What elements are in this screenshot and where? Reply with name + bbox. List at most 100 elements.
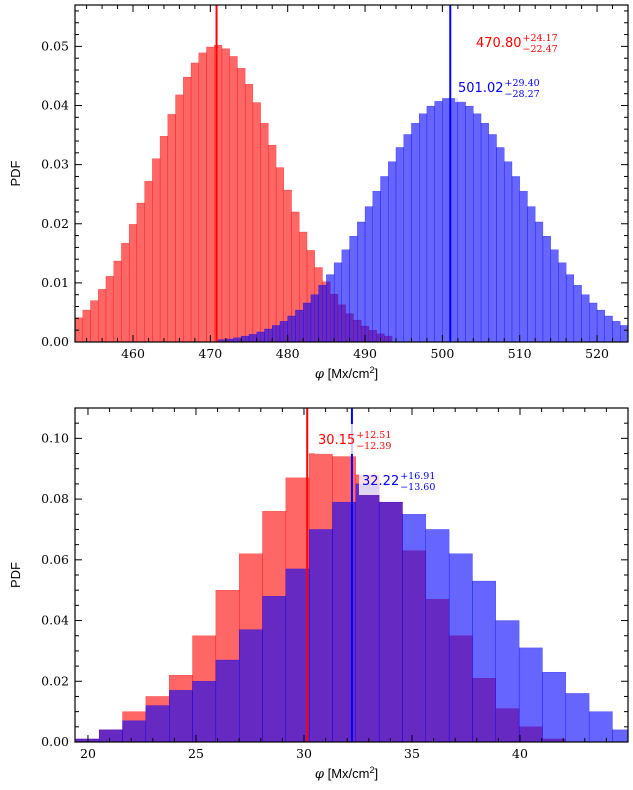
histogram-bar bbox=[302, 302, 312, 342]
histogram-bar bbox=[215, 659, 240, 742]
histogram-bar bbox=[411, 123, 420, 342]
x-axis-label: φ [Mx/cm2] bbox=[315, 765, 378, 782]
histogram-bar bbox=[287, 315, 296, 342]
histogram-bar bbox=[573, 285, 582, 342]
x-tick-label: 460 bbox=[121, 346, 145, 361]
upper-error-label: +24.17 bbox=[523, 33, 558, 44]
histogram-bar bbox=[192, 681, 217, 742]
histogram-bar bbox=[326, 274, 335, 342]
histogram-bar bbox=[229, 56, 238, 342]
histogram-bar bbox=[272, 325, 281, 342]
x-tick-label: 25 bbox=[188, 746, 204, 761]
histogram-bar bbox=[542, 235, 551, 342]
histogram-bar bbox=[518, 647, 543, 742]
y-tick-label: 0.02 bbox=[41, 216, 69, 231]
histogram-bar bbox=[333, 262, 343, 342]
y-tick-label: 0.08 bbox=[41, 491, 69, 506]
histogram-bar bbox=[357, 221, 366, 342]
y-tick-label: 0.03 bbox=[41, 157, 69, 172]
histogram-bar bbox=[480, 123, 489, 342]
histogram-bar bbox=[565, 274, 575, 342]
histogram-bar bbox=[364, 206, 373, 342]
histogram-bar bbox=[558, 262, 567, 342]
histogram-bar bbox=[473, 113, 482, 342]
histogram-bar bbox=[295, 309, 304, 342]
x-axis: 20 25 30 35 40 bbox=[80, 408, 629, 761]
histogram-bar bbox=[152, 158, 161, 342]
lower-error-label: −28.27 bbox=[505, 89, 540, 100]
x-tick-label: 20 bbox=[80, 746, 96, 761]
histogram-bar bbox=[388, 161, 397, 342]
histogram-bar bbox=[588, 711, 613, 742]
lower-error-label: −22.47 bbox=[523, 44, 558, 55]
histogram-bar bbox=[612, 729, 628, 742]
histogram-bar bbox=[159, 136, 168, 342]
y-axis-label: PDF bbox=[8, 562, 23, 588]
histogram-bar bbox=[604, 315, 613, 342]
histogram-bar bbox=[318, 285, 327, 342]
histogram-bar bbox=[237, 68, 246, 342]
annotation-background bbox=[455, 72, 553, 102]
median-annotation: 30.15 bbox=[318, 433, 355, 448]
histogram-bar bbox=[144, 181, 153, 342]
upper-error-label: +16.91 bbox=[400, 471, 435, 482]
lower-error-label: −13.60 bbox=[400, 482, 435, 493]
histogram-bar bbox=[175, 94, 184, 342]
histogram-bar bbox=[527, 206, 536, 342]
histogram-bar bbox=[581, 294, 590, 342]
histogram-bar bbox=[252, 102, 261, 342]
histogram-bar bbox=[535, 221, 544, 342]
histogram-bar bbox=[264, 328, 273, 342]
histogram-bar bbox=[256, 331, 265, 342]
histogram-bar bbox=[214, 45, 223, 342]
histogram-bar bbox=[565, 693, 590, 742]
x-tick-label: 520 bbox=[585, 346, 609, 361]
histogram-bar bbox=[268, 144, 277, 342]
histogram-bar bbox=[122, 720, 147, 742]
histogram-bar bbox=[341, 249, 350, 342]
histogram-bar bbox=[418, 113, 428, 342]
histogram-bar bbox=[238, 629, 263, 742]
histogram-bar bbox=[206, 46, 215, 342]
histogram-bar bbox=[457, 101, 466, 342]
histogram-panel-2: 30.15 +12.51−12.39 32.22 +16.91−13.60 20 25 30… bbox=[8, 407, 629, 782]
histogram-bar bbox=[241, 335, 250, 342]
histogram-bar bbox=[402, 514, 426, 742]
histogram-bar bbox=[355, 483, 380, 742]
y-tick-label: 0.05 bbox=[41, 38, 69, 53]
histogram-bar bbox=[596, 309, 605, 342]
histogram-bar bbox=[449, 98, 459, 342]
histogram-bar bbox=[448, 553, 473, 742]
y-tick-label: 0.01 bbox=[41, 275, 69, 290]
histogram-bar bbox=[190, 62, 199, 342]
y-axis: 0.00 0.02 0.04 0.06 0.08 0.10 bbox=[41, 407, 628, 749]
histogram-bar bbox=[589, 302, 598, 342]
histogram-bar bbox=[542, 671, 566, 742]
histogram-bar bbox=[105, 276, 114, 342]
y-axis: 0.00 0.01 0.02 0.03 0.04 0.05 bbox=[41, 10, 628, 349]
y-axis-label: PDF bbox=[8, 160, 23, 186]
histogram-bar bbox=[145, 705, 170, 742]
x-tick-label: 35 bbox=[404, 746, 420, 761]
histogram-bar bbox=[620, 325, 628, 342]
histogram-bar bbox=[378, 501, 403, 742]
y-tick-label: 0.00 bbox=[41, 334, 69, 349]
y-tick-label: 0.02 bbox=[41, 673, 69, 688]
histogram-bar bbox=[504, 161, 513, 342]
histogram-bar bbox=[612, 321, 621, 342]
histogram-bar bbox=[496, 147, 505, 342]
histogram-bar bbox=[279, 321, 288, 342]
histogram-bar bbox=[121, 243, 130, 342]
x-tick-label: 510 bbox=[508, 346, 532, 361]
lower-error-label: −12.39 bbox=[356, 441, 391, 452]
x-axis-label: φ [Mx/cm2] bbox=[315, 365, 378, 382]
axes-frame bbox=[74, 4, 629, 343]
x-tick-label: 40 bbox=[512, 746, 528, 761]
x-tick-label: 30 bbox=[296, 746, 312, 761]
histogram-bar bbox=[167, 114, 176, 342]
histogram-bar bbox=[244, 84, 254, 342]
median-annotation: 32.22 bbox=[362, 474, 399, 489]
plot-area bbox=[75, 5, 628, 342]
histogram-series-1 bbox=[75, 45, 393, 342]
